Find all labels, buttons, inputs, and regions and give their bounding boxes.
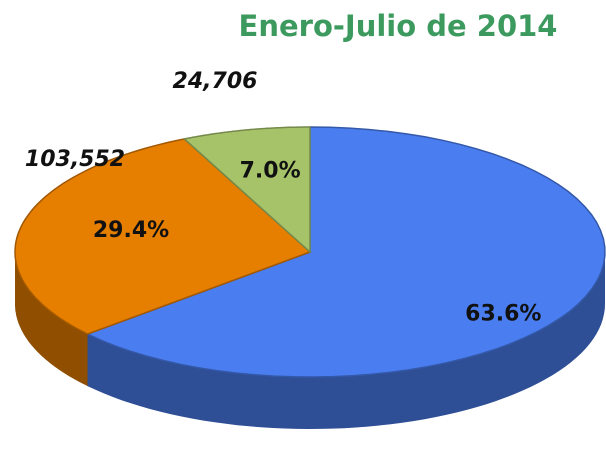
data-label: 63.6% [465, 301, 541, 326]
count-label: 103,552 [25, 147, 125, 172]
data-label: 7.0% [240, 158, 301, 183]
slice-side [15, 252, 88, 387]
slice [182, 126, 311, 254]
count-label: 24,706 [173, 69, 258, 94]
chart-title: Enero-Julio de 2014 [239, 9, 558, 43]
slice-side [87, 252, 605, 429]
data-label: 29.4% [93, 218, 169, 243]
slice [14, 138, 312, 335]
slice [85, 126, 606, 378]
